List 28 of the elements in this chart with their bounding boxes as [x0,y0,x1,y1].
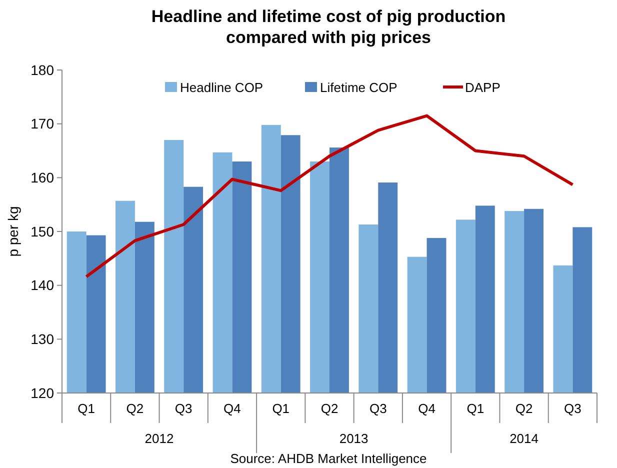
x-tick-label: Q3 [174,401,192,416]
x-tick-label: Q1 [466,401,484,416]
text: 2014 [510,431,539,446]
legend-label: Headline COP [180,80,264,95]
y-tick-label: 120 [30,384,54,401]
legend-label: Lifetime COP [320,80,398,95]
line-series [84,114,574,278]
x-tick-label: Q1 [78,401,95,416]
x-tick-label: Q4 [224,401,241,416]
text: 2012 [144,431,174,446]
x-tick-label: Q3 [564,401,582,416]
x-tick-label: Q2 [515,401,533,416]
legend-label: DAPP [465,80,500,95]
y-tick-label: 150 [30,223,54,240]
x-tick-label: Q1 [272,401,290,416]
y-tick-label: 170 [30,116,54,132]
text: 2013 [339,431,368,446]
y-tick-label: 180 [30,62,54,78]
source-note: Source: AHDB Market Intelligence [230,451,427,466]
chart-title: Headline and lifetime cost of pig production compared with pig prices [151,7,506,47]
x-tick-label: Q3 [369,401,387,416]
y-tick-label: 160 [30,170,54,186]
y-tick-label: 140 [30,277,54,294]
x-tick-label: Q4 [418,401,436,416]
x-tick-label: Q2 [320,401,338,416]
x-tick-label: Q2 [126,401,144,416]
y-tick-label: 130 [30,331,54,348]
y-axis-title: p per kg [5,206,21,257]
